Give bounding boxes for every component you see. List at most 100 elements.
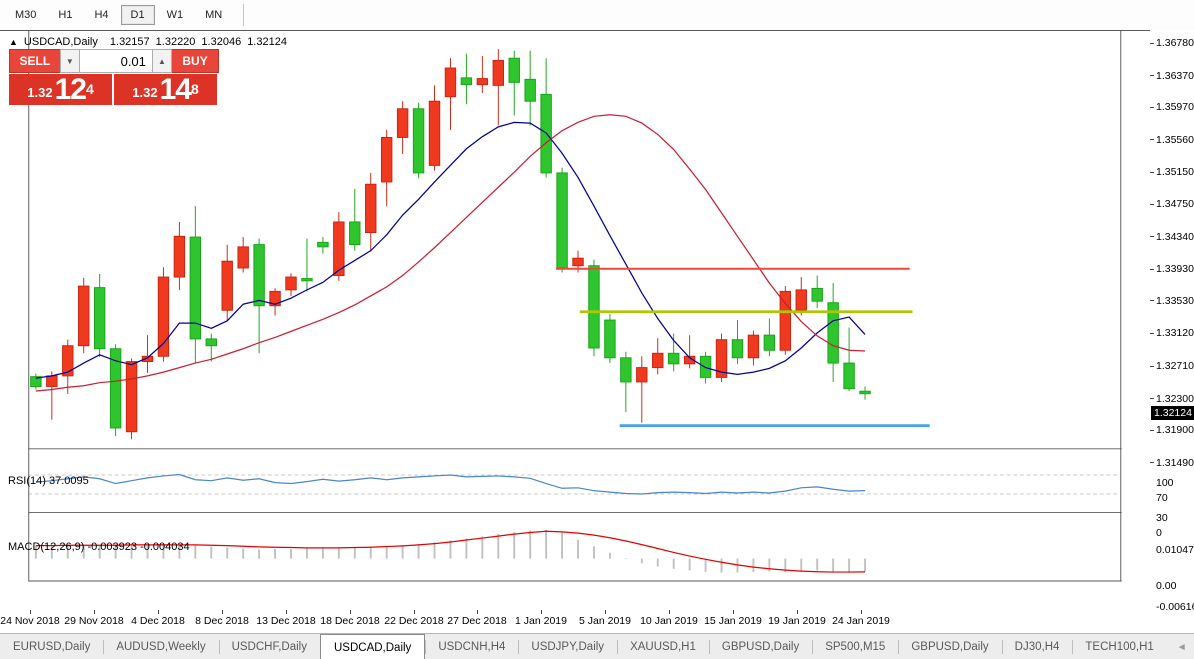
chart-symbol-label: USDCAD,Daily — [23, 36, 98, 48]
price-axis-label: 1.35560 — [1156, 133, 1194, 146]
price-axis[interactable]: 1.36780 1.36370 1.35970 1.35560 1.35150 1.347… — [1150, 30, 1194, 613]
ohlc-low: 1.32046 — [201, 36, 242, 48]
time-axis-label: 15 Jan 2019 — [704, 615, 762, 627]
sell-price-display[interactable]: 1.32 12 4 — [9, 74, 112, 105]
price-axis-tick — [1150, 75, 1154, 77]
price-axis-tick — [1150, 462, 1154, 464]
chart-tab-eurusd-daily[interactable]: EURUSD,Daily — [13, 641, 91, 653]
chart-title: ▲ USDCAD,Daily 1.32157 1.32220 1.32046 1… — [9, 36, 287, 48]
price-chart-plot[interactable] — [0, 30, 1150, 610]
time-axis-tick — [477, 610, 478, 614]
timeframe-button-mn[interactable]: MN — [205, 9, 223, 21]
sell-button[interactable]: SELL — [9, 49, 60, 73]
chart-tab-sp500-m15[interactable]: SP500,M15 — [812, 634, 898, 659]
chart-tab-audusd-weekly[interactable]: AUDUSD,Weekly — [103, 634, 218, 659]
price-axis-label: 1.33530 — [1156, 294, 1194, 307]
price-axis-label: 1.36370 — [1156, 69, 1194, 82]
price-axis-tick — [1150, 236, 1154, 238]
rsi-scale-label: 30 — [1156, 512, 1168, 524]
price-axis-label: 1.34340 — [1156, 230, 1194, 243]
time-axis-tick — [541, 610, 542, 614]
sell-price-big: 12 — [54, 73, 87, 106]
price-axis-tick — [1150, 429, 1154, 431]
current-price-badge: 1.32124 — [1151, 405, 1194, 420]
time-axis-tick — [222, 610, 223, 614]
time-axis-tick — [286, 610, 287, 614]
price-axis-label: 1.35150 — [1156, 166, 1194, 179]
price-axis-tick — [1150, 365, 1154, 367]
buy-button[interactable]: BUY — [172, 49, 219, 73]
price-axis-tick — [1150, 332, 1154, 334]
rsi-scale-label: 0 — [1156, 527, 1162, 539]
timeframe-button-w1[interactable]: W1 — [166, 9, 184, 21]
price-axis-tick — [1150, 42, 1154, 44]
timeframe-button-m30[interactable]: M30 — [15, 9, 37, 21]
timeframe-button-h4[interactable]: H4 — [94, 9, 109, 21]
buy-price-display[interactable]: 1.32 14 8 — [114, 74, 217, 105]
time-axis-tick — [797, 610, 798, 614]
volume-input[interactable] — [79, 49, 152, 73]
time-axis-tick — [158, 610, 159, 614]
time-axis-label: 1 Jan 2019 — [515, 615, 567, 627]
chart-tab-usdcnh-h4[interactable]: USDCNH,H4 — [425, 634, 518, 659]
time-axis[interactable]: 24 Nov 2018 29 Nov 2018 4 Dec 2018 8 Dec 20… — [0, 610, 1150, 633]
volume-increase-button[interactable]: ▲ — [151, 49, 173, 73]
time-axis-label: 24 Nov 2018 — [0, 615, 60, 627]
buy-price-prefix: 1.32 — [132, 85, 158, 100]
timeframe-button-d1[interactable]: D1 — [120, 5, 155, 25]
time-axis-tick — [414, 610, 415, 614]
chart-tab-usdcad-daily[interactable]: USDCAD,Daily — [319, 634, 426, 659]
price-axis-label: 1.32300 — [1156, 392, 1194, 405]
time-axis-label: 19 Jan 2019 — [768, 615, 826, 627]
rsi-label: RSI(14) 37.0095 — [8, 475, 89, 487]
timeframe-button-h1[interactable]: H1 — [58, 9, 73, 21]
macd-scale-label: 0.010471 — [1156, 544, 1194, 556]
price-axis-label: 1.35970 — [1156, 101, 1194, 114]
chart-tabs-bar: EURUSD,Daily AUDUSD,Weekly USDCHF,Daily USD… — [0, 633, 1194, 659]
one-click-trade-panel: SELL ▼ ▲ BUY 1.32 12 4 1.32 14 8 — [9, 49, 219, 105]
time-axis-tick — [30, 610, 31, 614]
time-axis-label: 27 Dec 2018 — [447, 615, 507, 627]
chart-tab-dj30-h4[interactable]: DJ30,H4 — [1001, 634, 1073, 659]
time-axis-tick — [669, 610, 670, 614]
buy-price-pip: 8 — [190, 81, 199, 97]
time-axis-tick — [861, 610, 862, 614]
tabs-scroll-left-icon[interactable]: ◄ — [1176, 641, 1187, 653]
time-axis-label: 13 Dec 2018 — [256, 615, 316, 627]
price-axis-tick — [1150, 171, 1154, 173]
time-axis-label: 5 Jan 2019 — [579, 615, 631, 627]
price-axis-tick — [1150, 398, 1154, 400]
time-axis-label: 10 Jan 2019 — [640, 615, 698, 627]
chart-top-border — [0, 30, 1194, 31]
chart-tab-usdjpy-daily[interactable]: USDJPY,Daily — [518, 634, 617, 659]
sell-price-pip: 4 — [85, 81, 94, 97]
time-axis-tick — [605, 610, 606, 614]
toolbar-divider — [243, 4, 245, 26]
chart-tab-gbpusd-daily[interactable]: GBPUSD,Daily — [898, 634, 1001, 659]
price-axis-label: 1.36780 — [1156, 37, 1194, 49]
time-axis-label: 8 Dec 2018 — [195, 615, 249, 627]
ohlc-close: 1.32124 — [247, 36, 287, 48]
price-axis-tick — [1150, 300, 1154, 302]
time-axis-tick — [733, 610, 734, 614]
price-axis-tick — [1150, 139, 1154, 141]
rsi-scale-label: 70 — [1156, 492, 1168, 504]
price-axis-label: 1.31900 — [1156, 424, 1194, 437]
time-axis-label: 22 Dec 2018 — [384, 615, 444, 627]
time-axis-tick — [350, 610, 351, 614]
timeframe-toolbar: M30 H1 H4 D1 W1 MN — [0, 0, 1194, 30]
collapse-panel-icon[interactable]: ▲ — [9, 37, 18, 47]
price-axis-tick — [1150, 106, 1154, 108]
rsi-scale-label: 100 — [1156, 477, 1174, 489]
macd-scale-label: -0.006164 — [1156, 601, 1194, 613]
time-axis-label: 29 Nov 2018 — [64, 615, 124, 627]
chart-tab-gbpusd-daily[interactable]: GBPUSD,Daily — [708, 634, 812, 659]
price-axis-tick — [1150, 203, 1154, 205]
time-axis-label: 18 Dec 2018 — [320, 615, 380, 627]
chart-tab-xauusd-h1[interactable]: XAUUSD,H1 — [617, 634, 709, 659]
macd-scale-label: 0.00 — [1156, 580, 1177, 592]
chart-tab-tech100-h1[interactable]: TECH100,H1 — [1072, 634, 1166, 659]
volume-decrease-button[interactable]: ▼ — [59, 49, 80, 73]
chart-tab-usdchf-daily[interactable]: USDCHF,Daily — [218, 634, 320, 659]
